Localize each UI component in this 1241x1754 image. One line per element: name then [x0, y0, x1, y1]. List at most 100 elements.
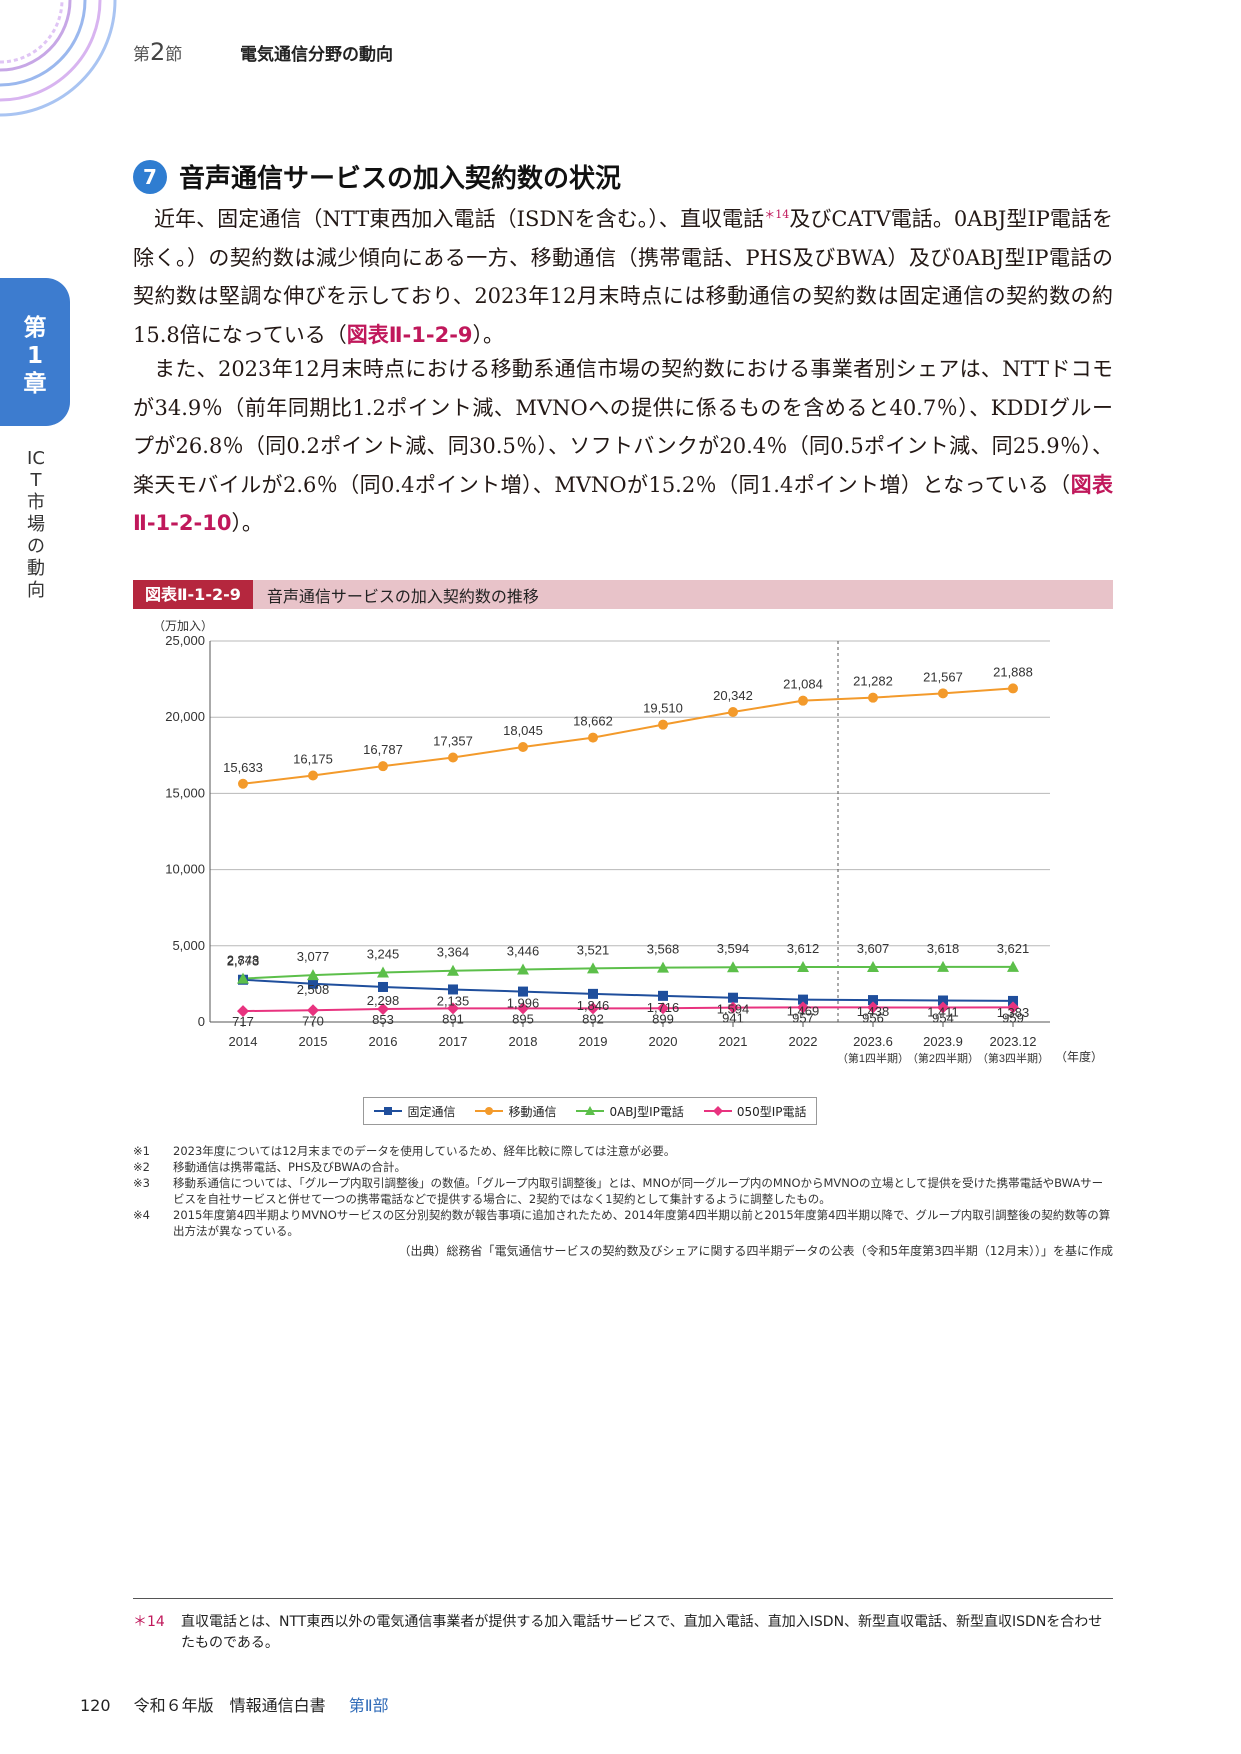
figure-ref-link[interactable]: 図表Ⅱ-1-2-9 [346, 322, 473, 347]
figure-label: 図表Ⅱ-1-2-9 [133, 580, 253, 609]
data-label: 2,848 [227, 953, 260, 968]
chapter-tab: 第 1 章 [0, 278, 70, 426]
data-point [237, 1005, 249, 1018]
data-point [587, 1002, 599, 1015]
data-label: 1,469 [787, 1004, 820, 1019]
legend-swatch [475, 1107, 504, 1115]
x-tick-sublabel: （第3四半期） [977, 1051, 1049, 1065]
data-point [867, 961, 879, 973]
x-tick-label: 2016 [369, 1034, 398, 1049]
legend-item: 0ABJ型IP電話 [575, 1103, 684, 1120]
data-point [588, 988, 598, 999]
data-point [518, 986, 528, 997]
data-label: 895 [512, 1011, 534, 1026]
data-point [657, 1002, 669, 1015]
data-label: 3,521 [577, 942, 610, 957]
data-point [307, 969, 319, 981]
note-key: ※2 [133, 1160, 150, 1174]
x-tick-sublabel: （第2四半期） [907, 1051, 979, 1065]
data-point [307, 1004, 319, 1017]
note-item: ※2 移動通信は携帯電話、PHS及びBWAの合計。 [133, 1159, 1113, 1175]
data-point [587, 962, 599, 974]
data-label: 3,607 [857, 941, 890, 956]
figure-notes: ※1 2023年度については12月末までのデータを使用しているため、経年比較に際し… [133, 1143, 1113, 1239]
data-label: 3,446 [507, 943, 540, 958]
note-text: 移動系通信については、「グループ内取引調整後」の数値。「グループ内取引調整後」と… [173, 1176, 1104, 1206]
book-title: 令和６年版 情報通信白書 [133, 1696, 326, 1715]
data-point [798, 695, 808, 706]
data-label: 3,621 [997, 941, 1030, 956]
data-point [1008, 995, 1018, 1006]
chart-legend: 固定通信 移動通信 0ABJ型IP電話 050型IP電話 [363, 1097, 817, 1125]
data-label: 892 [582, 1011, 604, 1026]
data-point [238, 778, 248, 789]
data-label: 16,175 [293, 751, 333, 766]
data-label: 956 [862, 1010, 884, 1025]
body-paragraph-2: また、2023年12月末時点における移動系通信市場の契約数における事業者別シェア… [133, 357, 1114, 536]
data-point [1007, 1001, 1019, 1014]
legend-label: 050型IP電話 [736, 1104, 807, 1119]
footnote-ref-14[interactable]: ＊14 [764, 208, 790, 221]
data-label: 16,787 [363, 742, 403, 757]
y-tick-label: 15,000 [165, 785, 205, 800]
x-tick-label: 2019 [579, 1034, 608, 1049]
header-section-number: 第2節 [133, 38, 183, 66]
data-label: 770 [302, 1013, 324, 1028]
data-point [938, 688, 948, 699]
x-tick-label: 2023.6 [853, 1034, 893, 1049]
data-label: 15,633 [223, 760, 263, 775]
legend-label: 固定通信 [407, 1104, 456, 1119]
data-label: 20,342 [713, 688, 753, 703]
data-point [517, 1002, 529, 1015]
data-label: 891 [442, 1011, 464, 1026]
x-tick-label: 2023.9 [923, 1034, 963, 1049]
page-number: 120 [80, 1696, 111, 1715]
figure-ref-link[interactable]: 図表Ⅱ-1-2-10 [133, 472, 1114, 536]
data-point [237, 972, 249, 984]
series-line [242, 1006, 1014, 1013]
data-point [867, 1001, 879, 1014]
data-point [378, 981, 388, 992]
y-tick-label: 20,000 [165, 709, 205, 724]
data-point [308, 770, 318, 781]
x-tick-sublabel: （第1四半期） [837, 1051, 909, 1065]
data-label: 954 [932, 1010, 954, 1025]
footnote-14: ＊14 直収電話とは、NTT東西以外の電気通信事業者が提供する加入電話サービスで… [133, 1614, 1103, 1651]
data-label: 1,383 [997, 1005, 1030, 1020]
note-text: 移動通信は携帯電話、PHS及びBWAの合計。 [173, 1160, 406, 1174]
part-label: 第Ⅱ部 [348, 1696, 389, 1715]
data-label: 853 [372, 1012, 394, 1027]
data-point [937, 1001, 949, 1014]
data-label: 1,438 [857, 1004, 890, 1019]
data-point [868, 692, 878, 703]
note-item: ※1 2023年度については12月末までのデータを使用しているため、経年比較に際し… [133, 1143, 1113, 1159]
data-label: 3,077 [297, 949, 330, 964]
data-label: 1,594 [717, 1002, 750, 1017]
data-label: 959 [1002, 1010, 1024, 1025]
data-point [868, 995, 878, 1006]
data-label: 3,618 [927, 941, 960, 956]
note-text: 2023年度については12月末までのデータを使用しているため、経年比較に際しては… [173, 1144, 676, 1158]
legend-label: 移動通信 [508, 1104, 557, 1119]
legend-swatch [576, 1106, 605, 1115]
data-label: 3,568 [647, 942, 680, 957]
x-tick-label: 2015 [299, 1034, 328, 1049]
note-item: ※4 2015年度第4四半期よりMVNOサービスの区分別契約数が報告事項に追加され… [133, 1207, 1113, 1239]
legend-swatch [374, 1107, 403, 1115]
data-label: 717 [232, 1014, 254, 1029]
note-key: ※3 [133, 1176, 150, 1190]
data-point [378, 761, 388, 772]
data-label: 1,716 [647, 1000, 680, 1015]
data-label: 1,846 [577, 998, 610, 1013]
data-label: 17,357 [433, 733, 473, 748]
x-axis-unit: （年度） [1055, 1049, 1103, 1064]
data-point [377, 1003, 389, 1016]
data-point [588, 732, 598, 743]
data-label: 941 [722, 1011, 744, 1026]
note-key: ※1 [133, 1144, 150, 1158]
footnote-divider [133, 1598, 1113, 1599]
data-point [308, 978, 318, 989]
x-tick-label: 2014 [229, 1034, 258, 1049]
x-tick-label: 2022 [789, 1034, 818, 1049]
y-tick-label: 25,000 [165, 633, 205, 648]
